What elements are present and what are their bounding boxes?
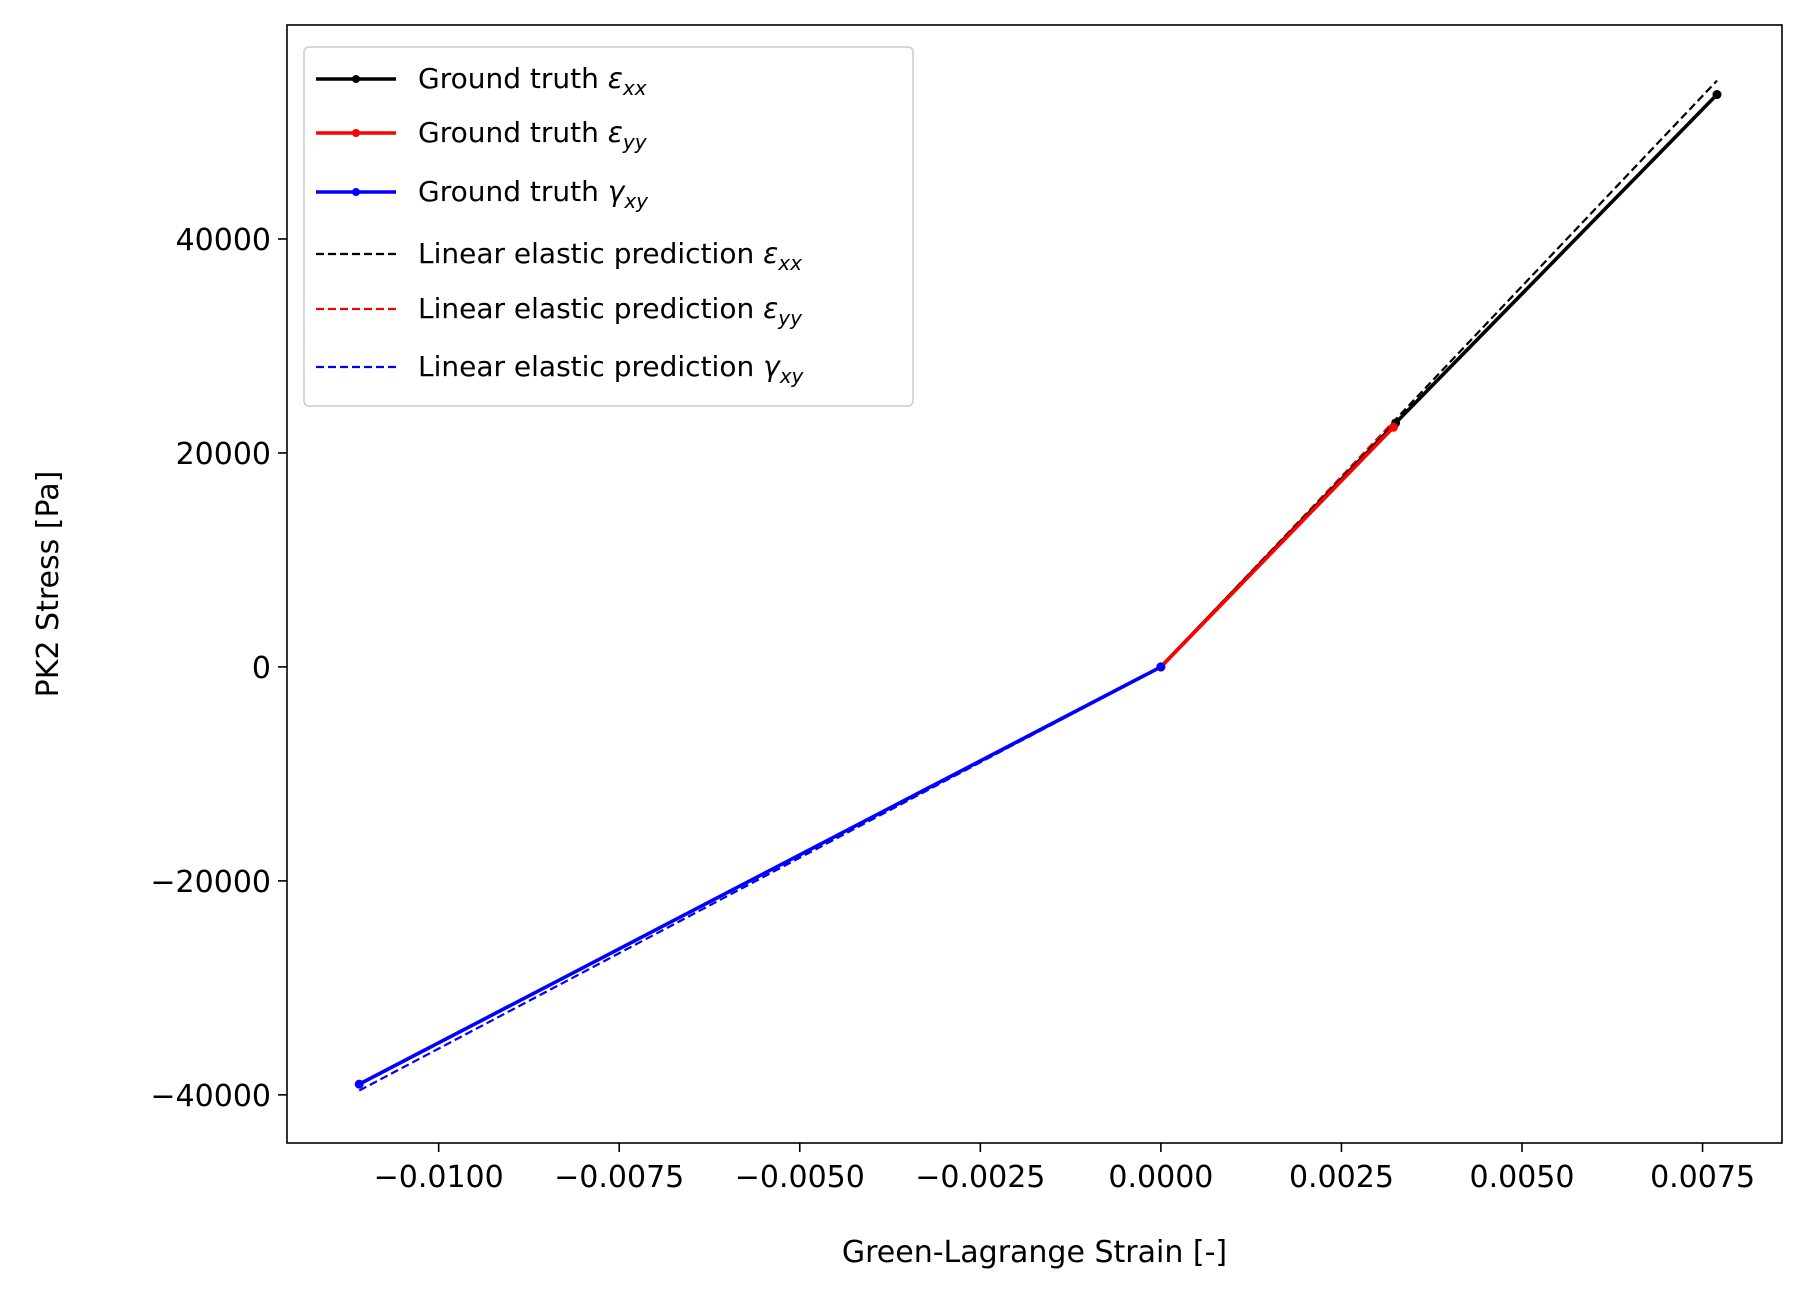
x-tick-label: 0.0075	[1650, 1160, 1755, 1195]
x-axis: −0.0100 −0.0075 −0.0050 −0.0025 0.0000 0.0025…	[374, 1143, 1755, 1195]
legend-swatch-marker	[352, 75, 360, 83]
legend-box	[303, 46, 914, 407]
x-tick-label: 0.0000	[1108, 1160, 1213, 1195]
y-tick-label: 40000	[176, 223, 271, 258]
legend: Ground truth εxx Ground truth εyy Ground t…	[303, 46, 914, 407]
legend-entry-label: Linear elastic prediction γxy	[418, 350, 805, 388]
y-tick-label: 0	[252, 651, 271, 686]
y-axis: −40000 −20000 0 20000 40000	[150, 223, 287, 1114]
y-tick-label: −20000	[150, 865, 271, 900]
legend-entry-label: Linear elastic prediction εxx	[418, 237, 802, 275]
x-tick-label: 0.0050	[1470, 1160, 1575, 1195]
x-axis-label: Green-Lagrange Strain [-]	[842, 1235, 1227, 1270]
series-line-truth-xy	[358, 665, 1162, 1086]
legend-entry-label: Linear elastic prediction εyy	[418, 292, 803, 330]
series-point-xx	[1712, 90, 1722, 100]
series-line-prediction-xy	[358, 665, 1162, 1092]
x-tick-label: −0.0075	[554, 1160, 684, 1195]
legend-entry-label: Ground truth εyy	[418, 116, 648, 154]
legend-entry-label: Ground truth εxx	[418, 62, 647, 100]
x-tick-label: −0.0100	[374, 1160, 504, 1195]
x-tick-label: −0.0025	[915, 1160, 1045, 1195]
plot-area	[354, 79, 1722, 1092]
y-tick-label: 20000	[176, 437, 271, 472]
legend-swatch-marker	[352, 129, 360, 137]
series-line-truth-yy	[1159, 426, 1395, 669]
axes-frame	[286, 24, 1783, 1144]
y-axis-label: PK2 Stress [Pa]	[31, 471, 66, 698]
series-point-yy	[1388, 422, 1398, 432]
series-point-xy	[1156, 662, 1166, 672]
y-tick-label: −40000	[150, 1079, 271, 1114]
x-tick-label: −0.0050	[735, 1160, 865, 1195]
x-tick-label: 0.0025	[1289, 1160, 1394, 1195]
legend-entry-label: Ground truth γxy	[418, 175, 649, 213]
legend-swatch-marker	[352, 188, 360, 196]
series-point-xy	[354, 1079, 364, 1089]
